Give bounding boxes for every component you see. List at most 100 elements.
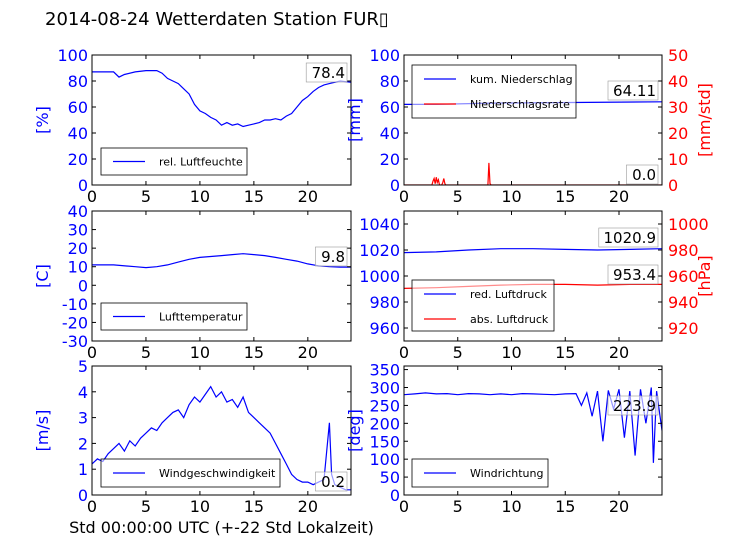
y-tick-label-right: 50 [668,46,688,65]
legend-box [411,279,555,332]
legend-label: abs. Luftdruck [470,313,549,326]
x-tick-label: 5 [453,343,463,362]
y-tick-label: 50 [380,468,400,487]
y-tick-label: -20 [62,313,88,332]
legend-box [411,64,577,119]
y-tick-label-right: 960 [668,267,699,286]
y-tick-label: 10 [68,258,88,277]
y-tick-label: 250 [369,396,400,415]
y-tick-label: 0 [390,486,400,505]
value-box [607,80,659,101]
y-tick-label: -10 [62,295,88,314]
value-box [598,227,659,248]
y-tick-label-right: 940 [668,293,699,312]
series-line-0 [92,69,351,128]
y-tick-label: 100 [369,450,400,469]
y-tick-label: 100 [57,46,88,65]
y-tick-label: 5 [78,357,88,376]
x-tick-label: 0 [87,343,97,362]
y-tick-label: -30 [62,332,88,351]
x-tick-label: 20 [298,343,318,362]
x-tick-label: 5 [141,343,151,362]
y-axis-label: [deg] [345,409,364,452]
value-box [315,471,348,492]
value-box [607,264,659,285]
y-tick-label: 1 [78,460,88,479]
x-tick-label: 15 [555,187,575,206]
x-tick-label: 0 [87,497,97,516]
y-tick-label: 20 [68,150,88,169]
x-tick-label: 15 [555,497,575,516]
value-box [626,164,659,185]
y-tick-label: 40 [380,124,400,143]
y-tick-label: 20 [380,150,400,169]
value-label: 0.0 [632,166,656,184]
y-tick-label-right: 30 [668,98,688,117]
x-tick-label: 5 [141,187,151,206]
y-tick-label-right: 920 [668,319,699,338]
y-tick-label: 0 [390,176,400,195]
x-tick-label: 20 [609,497,629,516]
y-tick-label: 960 [369,319,400,338]
y-tick-label: 980 [369,293,400,312]
x-tick-label: 20 [298,187,318,206]
x-tick-label: 10 [190,497,210,516]
series-line-0 [92,253,351,269]
y-axis-label-right: [hPa] [695,255,714,296]
y-tick-label-right: 20 [668,124,688,143]
y-tick-label: 80 [380,72,400,91]
legend-label: Windrichtung [470,467,543,480]
y-tick-label: 80 [68,72,88,91]
value-label: 78.4 [312,64,345,82]
legend-box [100,458,281,488]
x-tick-label: 15 [244,497,264,516]
y-tick-label: 0 [78,176,88,195]
value-label: 9.8 [321,248,345,266]
y-tick-label: 1020 [359,241,400,260]
series-line-0 [404,248,662,254]
page-title: 2014-08-24 Wetterdaten Station FUR▯ [45,9,389,30]
value-box [305,62,348,83]
y-axis-label-right: [mm/std] [695,83,714,157]
y-tick-label: 60 [68,98,88,117]
x-tick-label: 10 [501,187,521,206]
y-tick-label: 40 [68,124,88,143]
x-tick-label: 20 [298,497,318,516]
x-tick-label: 10 [190,187,210,206]
legend-label: Niederschlagsrate [470,98,570,111]
value-label: 953.4 [613,266,656,284]
y-axis-label: [C] [33,264,52,288]
x-tick-label: 0 [399,497,409,516]
legend-label: Windgeschwindigkeit [159,467,276,480]
series-line-0 [404,387,662,463]
x-tick-label: 5 [141,497,151,516]
x-tick-label: 20 [609,343,629,362]
value-label: 0.2 [321,473,345,491]
plot-frame [403,365,663,496]
plot-frame [91,54,352,186]
plot-frame [91,365,352,496]
y-tick-label-right: 40 [668,72,688,91]
y-axis-label: [m/s] [33,410,52,452]
plot-frame [403,54,663,186]
y-axis-label: [%] [33,106,52,134]
x-tick-label: 10 [190,343,210,362]
y-tick-label: 2 [78,434,88,453]
y-tick-label: 350 [369,361,400,380]
value-box [315,246,348,267]
y-tick-label-right: 1000 [668,215,709,234]
y-tick-label-right: 10 [668,150,688,169]
x-tick-label: 0 [399,343,409,362]
y-tick-label: 20 [68,239,88,258]
legend-box [411,458,549,488]
series-line-1 [404,162,662,185]
y-tick-label: 3 [78,409,88,428]
value-label: 1020.9 [604,229,657,247]
y-tick-label-right: 980 [668,241,699,260]
x-tick-label: 10 [501,343,521,362]
y-tick-label: 0 [78,486,88,505]
value-box [607,395,659,416]
legend-label: Lufttemperatur [159,311,243,324]
y-axis-label: [mm] [345,98,364,142]
